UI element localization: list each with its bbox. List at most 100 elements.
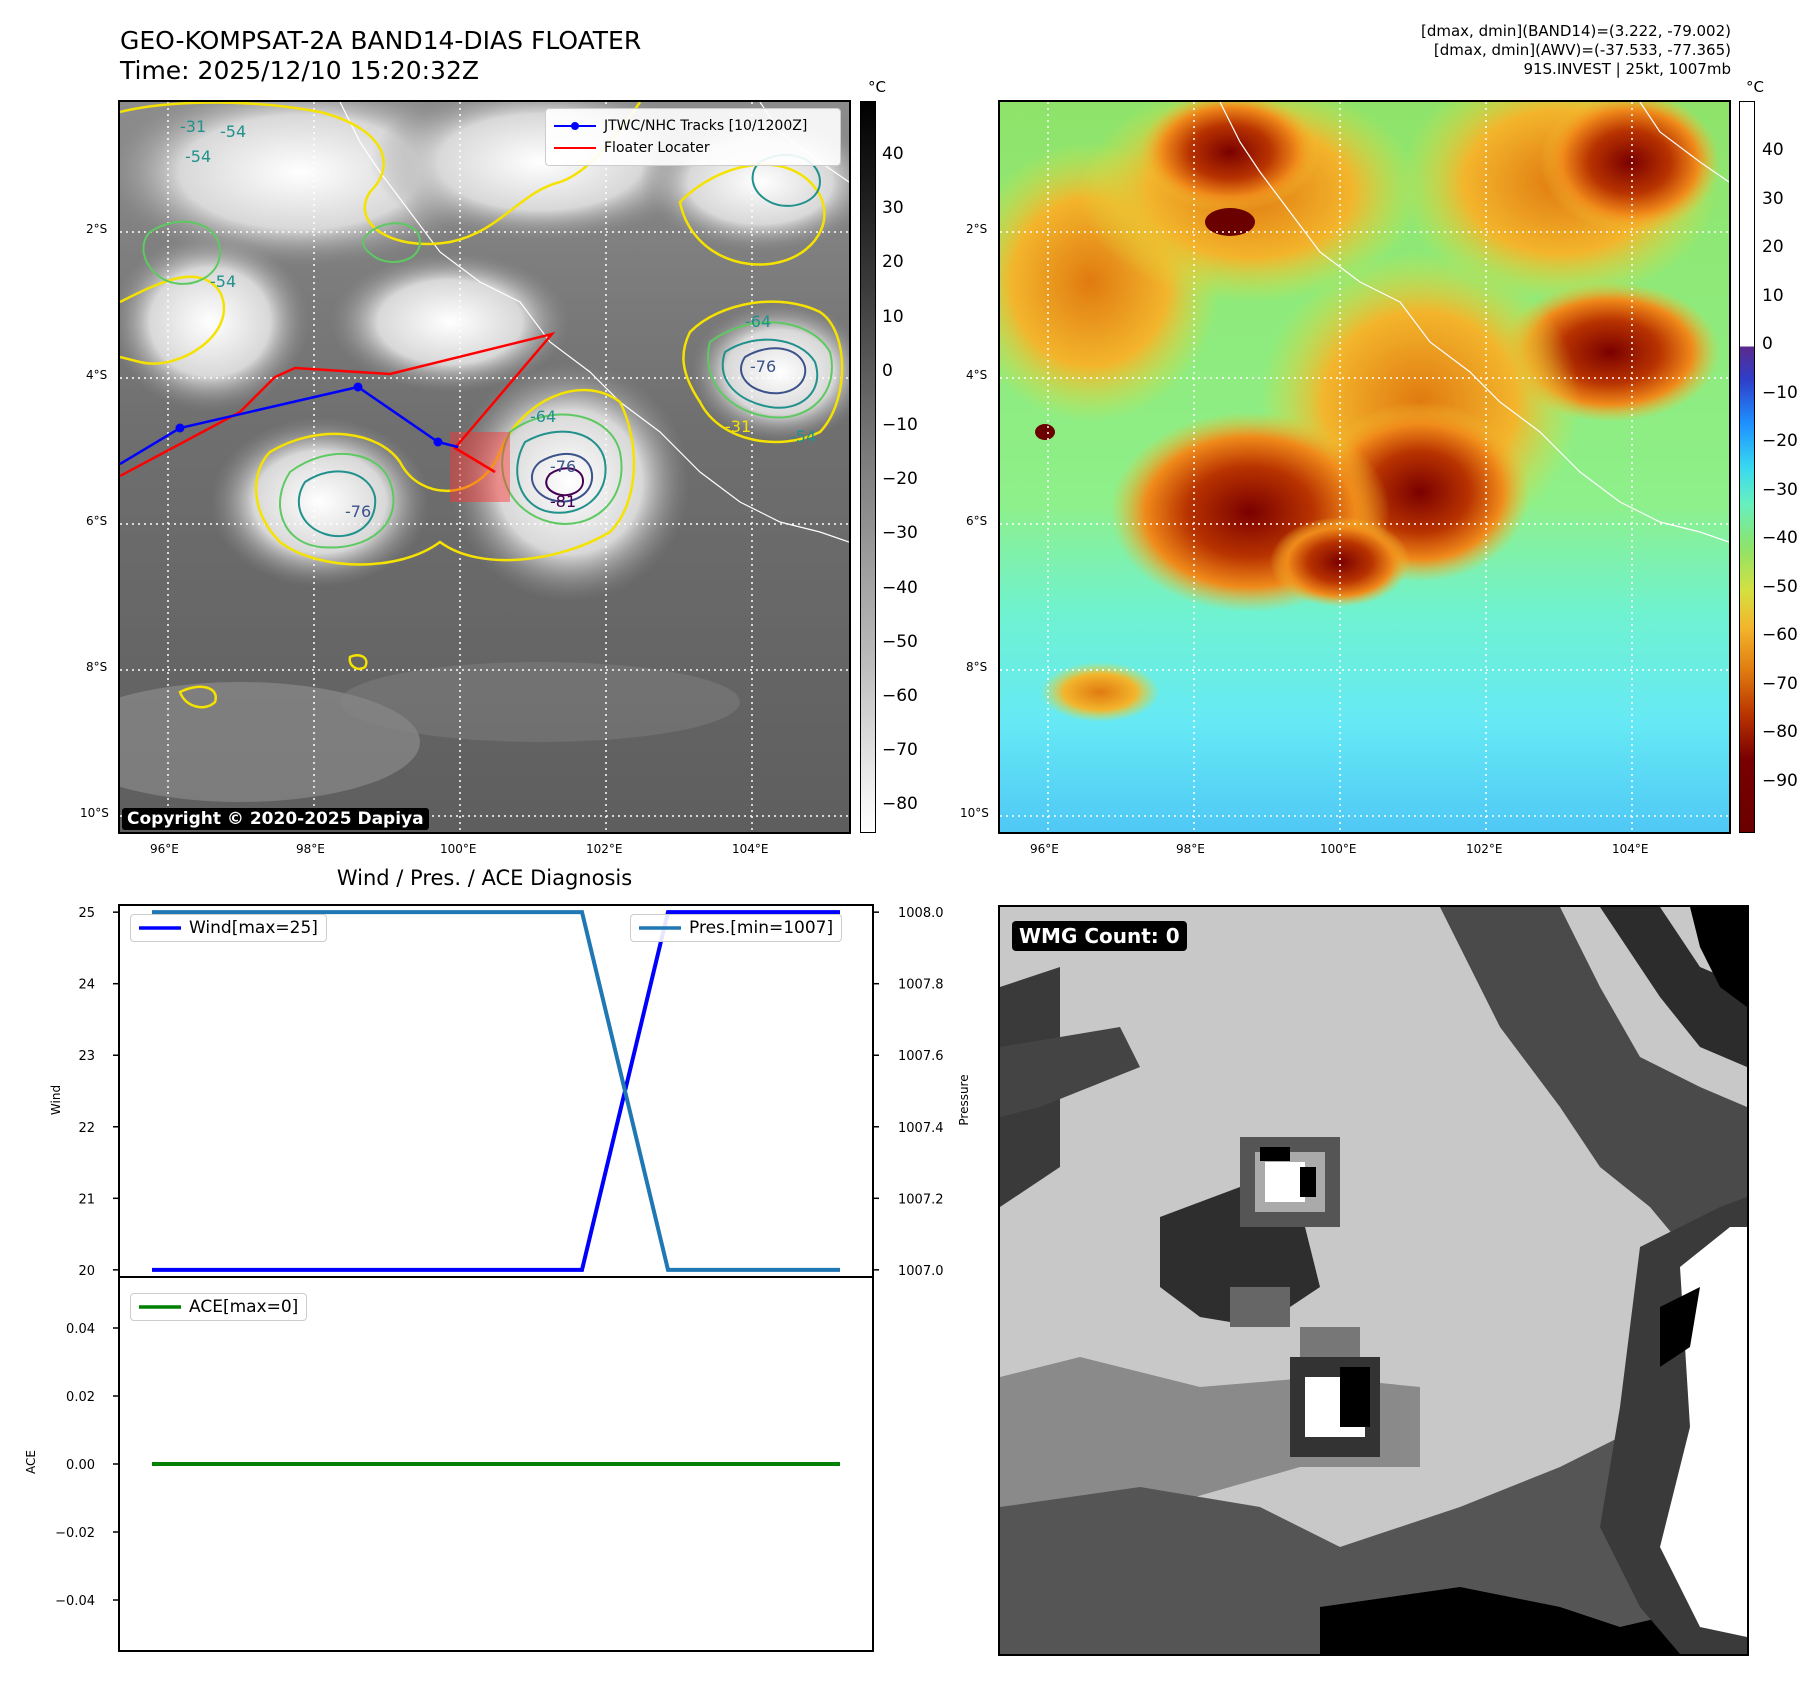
lon-label: 102°E xyxy=(1466,842,1503,856)
colorbar-tick-label: 20 xyxy=(882,252,904,273)
info-line-1: [dmax, dmin](BAND14)=(3.222, -79.002) xyxy=(1420,22,1731,40)
ace-tick-label: −0.02 xyxy=(55,1526,95,1541)
pres-tick-label: 1008.0 xyxy=(898,906,944,921)
floater-locater-line xyxy=(120,331,556,478)
map-legend: JTWC/NHC Tracks [10/1200Z] Floater Locat… xyxy=(545,108,841,166)
wind-legend-label: Wind[max=25] xyxy=(189,918,318,938)
contour-label: -64 xyxy=(530,407,556,426)
title-line-1: GEO-KOMPSAT-2A BAND14-DIAS FLOATER xyxy=(120,26,642,55)
lat-label: 10°S xyxy=(960,806,989,820)
pres-tick-label: 1007.8 xyxy=(898,978,944,993)
contour-label: -54 xyxy=(220,122,246,141)
lon-label: 100°E xyxy=(1320,842,1357,856)
colorbar-tick-label: −50 xyxy=(1762,576,1798,597)
legend-swatch-red xyxy=(554,147,596,149)
contour-54 xyxy=(142,220,833,549)
lat-label: 4°S xyxy=(966,368,988,382)
colorbar-tick-label: −90 xyxy=(1762,770,1798,791)
colorbar-unit: °C xyxy=(868,78,886,96)
wind-pres-panel xyxy=(118,904,874,1278)
title-line-2: Time: 2025/12/10 15:20:32Z xyxy=(120,56,479,85)
lat-label: 4°S xyxy=(86,368,108,382)
colorbar-tick-label: −20 xyxy=(1762,431,1798,451)
awv-colorbar xyxy=(1739,101,1755,833)
wind-tick-label: 22 xyxy=(78,1121,95,1136)
pres-tick-label: 1007.0 xyxy=(898,1264,944,1279)
contour-label: -76 xyxy=(750,357,776,376)
colorbar-unit: °C xyxy=(1746,78,1764,96)
info-line-3: 91S.INVEST | 25kt, 1007mb xyxy=(1523,60,1731,78)
colorbar-tick-label: −80 xyxy=(882,794,918,815)
lon-label: 104°E xyxy=(732,842,769,856)
ace-tick-label: 0.04 xyxy=(66,1322,95,1337)
contour-label: -81 xyxy=(550,492,576,511)
pressure-series-line xyxy=(152,910,840,1272)
ace-tick-label: −0.04 xyxy=(55,1594,95,1609)
ace-legend-label: ACE[max=0] xyxy=(189,1297,299,1317)
lon-label: 104°E xyxy=(1612,842,1649,856)
legend-swatch-ace xyxy=(139,1305,181,1309)
ir-map-svg: -31 -54 -54 -64 -64 -76 -81 -76 -54 -31 … xyxy=(120,102,849,832)
colorbar-tick-label: 10 xyxy=(882,306,904,327)
track-point xyxy=(353,382,363,392)
colorbar-tick-label: −40 xyxy=(1762,528,1798,548)
ace-tick-label: 0.00 xyxy=(66,1458,95,1473)
contour-label: -54 xyxy=(210,272,236,291)
legend-swatch-blue xyxy=(554,122,596,130)
lat-label: 8°S xyxy=(966,660,988,674)
legend-label: Floater Locater xyxy=(604,140,710,156)
contour-31 xyxy=(120,102,844,709)
contour-label: -31 xyxy=(725,417,751,436)
colorbar-tick-label: −20 xyxy=(882,469,918,490)
copyright-badge: Copyright © 2020-2025 Dapiya xyxy=(122,808,429,830)
lon-label: 98°E xyxy=(1176,842,1205,856)
figure-title: GEO-KOMPSAT-2A BAND14-DIAS FLOATER Time:… xyxy=(120,26,641,86)
awv-grid xyxy=(1000,102,1729,832)
legend-item-floater: Floater Locater xyxy=(554,137,832,159)
track-point xyxy=(175,423,185,433)
wind-axis-label: Wind xyxy=(49,1085,63,1115)
colorbar-tick-label: −70 xyxy=(882,740,918,761)
legend-swatch-wind xyxy=(139,926,181,930)
diagnosis-title: Wind / Pres. / ACE Diagnosis xyxy=(336,866,633,890)
lon-label: 96°E xyxy=(1030,842,1059,856)
lat-label: 2°S xyxy=(966,222,988,236)
diagnosis-chart: 25 24 23 22 21 20 1008.0 1007.8 1007.6 1007.4 1007… xyxy=(24,904,971,1652)
contour-label: -31 xyxy=(180,117,206,136)
colorbar-tick-label: −80 xyxy=(1762,722,1798,742)
wmg-image xyxy=(1000,907,1747,1654)
wind-series-line xyxy=(152,910,840,1272)
lon-label: 102°E xyxy=(586,842,623,856)
lat-label: 2°S xyxy=(86,222,108,236)
contour-label: -76 xyxy=(345,502,371,521)
colorbar-tick-label: −10 xyxy=(882,415,918,435)
colorbar-tick-label: −30 xyxy=(882,523,918,544)
pres-tick-label: 1007.6 xyxy=(898,1049,944,1064)
ace-axis-label: ACE xyxy=(24,1450,38,1474)
pres-legend: Pres.[min=1007] xyxy=(630,914,843,942)
contour-81 xyxy=(545,467,584,497)
colorbar-tick-label: 30 xyxy=(1762,188,1784,209)
contour-label: -54 xyxy=(185,147,211,166)
contour-label: -76 xyxy=(550,457,576,476)
colorbar-tick-label: 40 xyxy=(1762,140,1784,160)
coastline xyxy=(339,102,849,543)
pressure-axis-label: Pressure xyxy=(957,1074,971,1125)
wind-tick-label: 24 xyxy=(78,978,95,993)
colorbar-tick-label: 30 xyxy=(882,198,904,219)
colorbar-tick-label: −10 xyxy=(1762,382,1798,403)
wind-tick-label: 25 xyxy=(78,906,95,921)
ir-colorbar xyxy=(860,101,876,833)
wind-tick-label: 20 xyxy=(78,1264,95,1279)
wind-tick-label: 23 xyxy=(78,1049,95,1064)
pres-legend-label: Pres.[min=1007] xyxy=(689,918,834,938)
colorbar-tick-label: 0 xyxy=(882,360,893,381)
colorbar-tick-label: 20 xyxy=(1762,237,1784,257)
wmg-panel: WMG Count: 0 xyxy=(998,905,1749,1656)
track-point xyxy=(433,437,443,447)
wmg-count-badge: WMG Count: 0 xyxy=(1012,921,1187,951)
colorbar-tick-label: 0 xyxy=(1762,334,1773,354)
lon-label: 98°E xyxy=(296,842,325,856)
contour-labels: -31 -54 -54 -64 -64 -76 -81 -76 -54 -31 … xyxy=(180,117,816,521)
colorbar-tick-label: 40 xyxy=(882,144,904,164)
